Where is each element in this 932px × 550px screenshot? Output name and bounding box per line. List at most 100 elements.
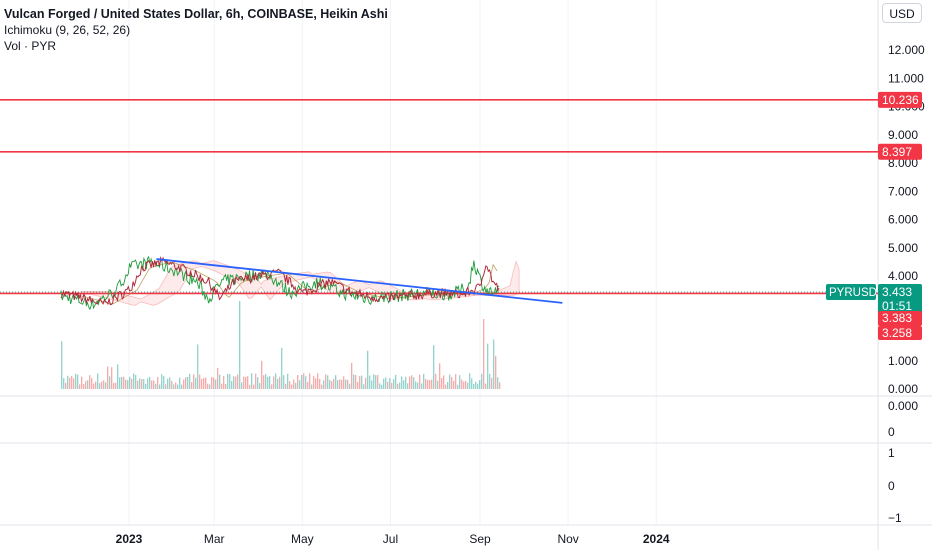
price-tick-label: 7.000 xyxy=(888,184,918,198)
volume-bar xyxy=(467,382,469,389)
volume-bar xyxy=(121,376,123,389)
volume-bar xyxy=(147,378,149,389)
volume-bar xyxy=(441,378,443,389)
volume-bar xyxy=(333,379,335,389)
volume-bar xyxy=(183,379,185,389)
volume-bar xyxy=(195,377,197,389)
volume-bar xyxy=(399,382,401,389)
volume-bar xyxy=(495,355,497,389)
price-series xyxy=(60,255,500,311)
price-tick-label: 6.000 xyxy=(888,213,918,227)
volume-bar xyxy=(493,339,495,389)
volume-bar xyxy=(117,364,119,389)
volume-bar xyxy=(387,381,389,389)
volume-bar xyxy=(319,379,321,389)
volume-bar xyxy=(163,376,165,389)
volume-bar xyxy=(231,381,233,389)
symbol-tag-bg xyxy=(826,284,876,301)
volume-bar xyxy=(327,375,329,389)
volume-bar xyxy=(107,366,109,389)
volume-bar xyxy=(345,379,347,389)
current-price-value: 3.433 xyxy=(882,285,912,299)
volume-bar xyxy=(115,382,117,389)
volume-bar xyxy=(291,384,293,389)
volume-bar xyxy=(323,380,325,389)
volume-bar xyxy=(499,382,501,389)
volume-bar xyxy=(67,375,69,389)
volume-bar xyxy=(343,376,345,389)
volume-bar xyxy=(449,374,451,389)
volume-bar xyxy=(351,362,353,389)
volume-bar xyxy=(191,382,193,389)
volume-bar xyxy=(175,382,177,389)
volume-bar xyxy=(103,380,105,389)
volume-bar xyxy=(71,375,73,389)
volume-bar xyxy=(437,380,439,389)
volume-bar xyxy=(341,379,343,389)
volume-bar xyxy=(425,379,427,389)
volume-bar xyxy=(357,381,359,389)
volume-bar xyxy=(299,380,301,389)
price-tick-label: 1.000 xyxy=(888,354,918,368)
volume-bar xyxy=(235,376,237,389)
volume-bar xyxy=(211,377,213,389)
price-tick-label: 12.000 xyxy=(888,43,925,57)
volume-bar xyxy=(373,374,375,389)
volume-bar xyxy=(307,381,309,389)
axes: 12.00011.00010.0009.0008.0007.0006.0005.… xyxy=(116,43,925,546)
volume-bar xyxy=(91,378,93,389)
volume-bar xyxy=(249,384,251,389)
volume-bar xyxy=(135,375,137,389)
time-tick-label: 2023 xyxy=(116,532,143,546)
volume-bar xyxy=(225,383,227,389)
volume-bar xyxy=(209,384,211,389)
volume-bar xyxy=(407,383,409,389)
volume-bar xyxy=(193,374,195,389)
volume-bar xyxy=(181,384,183,389)
trendline[interactable] xyxy=(156,258,563,304)
symbol-tag-label: PYRUSD xyxy=(829,287,877,299)
low-tag-bg xyxy=(878,311,922,326)
descending-trendline xyxy=(156,258,563,304)
volume-bar xyxy=(415,381,417,389)
volume-bar xyxy=(385,377,387,389)
volume-legend[interactable]: Vol · PYR xyxy=(4,39,57,53)
volume-bar xyxy=(309,373,311,389)
volume-bar xyxy=(471,378,473,389)
volume-bar xyxy=(277,378,279,389)
volume-bar xyxy=(421,383,423,389)
volume-bar xyxy=(213,377,215,389)
volume-bar xyxy=(411,375,413,389)
volume-bar xyxy=(177,384,179,389)
volume-bar xyxy=(143,379,145,389)
volume-bar xyxy=(99,383,101,389)
volume-bar xyxy=(65,382,67,389)
volume-bar xyxy=(259,383,261,389)
volume-bar xyxy=(129,376,131,389)
price-line xyxy=(60,255,500,306)
price-tick-label: 9.000 xyxy=(888,128,918,142)
volume-bar xyxy=(153,380,155,389)
volume-bar xyxy=(347,379,349,389)
volume-bar xyxy=(381,384,383,389)
price-tick-label: 4.000 xyxy=(888,269,918,283)
volume-bar xyxy=(285,383,287,389)
ichimoku-legend[interactable]: Ichimoku (9, 26, 52, 26) xyxy=(4,23,131,37)
volume-bar xyxy=(261,360,263,389)
volume-bar xyxy=(405,376,407,389)
volume-bar xyxy=(423,373,425,389)
price-tick-label: 11.000 xyxy=(888,71,924,85)
time-tick-label: Mar xyxy=(204,532,225,546)
volume-bar xyxy=(85,381,87,389)
volume-bar xyxy=(171,380,173,389)
volume-bar xyxy=(219,374,221,389)
volume-bar xyxy=(295,382,297,389)
volume-bar xyxy=(397,383,399,389)
volume-bar xyxy=(73,378,75,389)
volume-bar xyxy=(185,377,187,389)
volume-bar xyxy=(87,380,89,389)
volume-bar xyxy=(133,373,135,389)
currency-button[interactable]: USD xyxy=(882,3,922,23)
